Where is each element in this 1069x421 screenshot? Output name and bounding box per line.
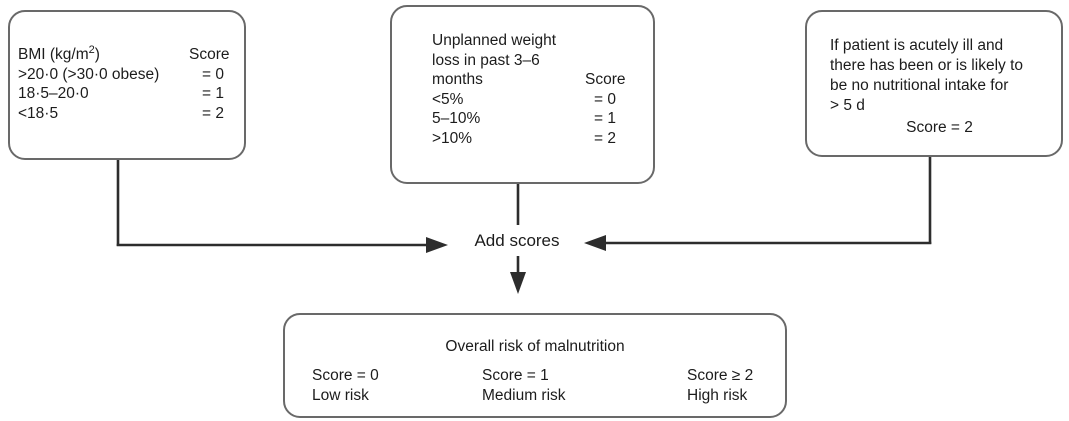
overall-score-label: Score = 1 — [482, 367, 549, 384]
bmi-row-score: = 1 — [202, 85, 224, 102]
weightloss-row-score: = 1 — [594, 110, 616, 127]
weight-loss-score-box: Unplanned weight loss in past 3–6 months… — [390, 5, 655, 184]
weightloss-row-score: = 0 — [594, 90, 616, 108]
down-arrowhead-icon — [510, 272, 526, 294]
weightloss-row-label: <5% — [432, 90, 464, 108]
bmi-row-score: = 0 — [202, 65, 224, 83]
bmi-row-label: 18·5–20·0 — [18, 85, 89, 102]
weightloss-row-0: <5% = 0 — [432, 90, 647, 110]
weightloss-title-line-2: months Score — [432, 70, 647, 90]
overall-risk-column-low: Score = 0 Low risk — [312, 366, 379, 406]
acute-line-1: there has been or is likely to — [830, 57, 1023, 74]
acute-line-3: > 5 d — [830, 97, 865, 114]
bmi-row-1: 18·5–20·0 = 1 — [18, 84, 238, 104]
overall-risk-label: High risk — [687, 387, 748, 404]
bmi-header-superscript: 2 — [88, 43, 95, 56]
bmi-score-box: BMI (kg/m2) Score >20·0 (>30·0 obese) = … — [8, 10, 246, 160]
weightloss-title-line-1: loss in past 3–6 — [432, 51, 647, 71]
bmi-row-label: >20·0 (>30·0 obese) — [18, 65, 160, 83]
bmi-row-0: >20·0 (>30·0 obese) = 0 — [18, 65, 238, 85]
acute-line-0: If patient is acutely ill and — [830, 37, 1004, 54]
acute-score-line: Score = 2 — [906, 119, 973, 136]
weightloss-row-score: = 2 — [594, 129, 616, 147]
overall-risk-label: Medium risk — [482, 387, 566, 404]
overall-risk-title: Overall risk of malnutrition — [445, 338, 625, 355]
weightloss-title-text: loss in past 3–6 — [432, 51, 540, 69]
weightloss-row-1: 5–10% = 1 — [432, 109, 647, 129]
overall-risk-column-medium: Score = 1 Medium risk — [482, 366, 566, 406]
bmi-row-label: <18·5 — [18, 104, 59, 122]
acute-illness-box: If patient is acutely ill and there has … — [805, 10, 1063, 157]
overall-score-label: Score = 0 — [312, 367, 379, 384]
overall-risk-label: Low risk — [312, 387, 369, 404]
weightloss-title-text: months — [432, 71, 483, 88]
overall-score-label: Score ≥ 2 — [687, 367, 754, 384]
bmi-header-post: ) — [94, 46, 100, 63]
weightloss-row-label: >10% — [432, 129, 473, 147]
bmi-row-2: <18·5 = 2 — [18, 104, 238, 124]
overall-risk-column-high: Score ≥ 2 High risk — [687, 366, 753, 406]
weightloss-score-header: Score — [585, 71, 626, 88]
weightloss-title-text: Unplanned weight — [432, 32, 557, 49]
weightloss-row-label: 5–10% — [432, 110, 481, 127]
bmi-row-score: = 2 — [202, 104, 224, 122]
acute-line-2: be no nutritional intake for — [830, 77, 1009, 94]
bmi-score-header: Score — [189, 46, 230, 63]
bmi-header-pre: BMI (kg/m — [18, 46, 89, 63]
bmi-header-label: BMI (kg/m2) — [18, 43, 189, 65]
bmi-header-row: BMI (kg/m2) Score — [18, 43, 238, 65]
weightloss-row-2: >10% = 2 — [432, 129, 647, 149]
add-scores-label: Add scores — [474, 231, 560, 250]
overall-risk-box: Overall risk of malnutrition Score = 0 L… — [283, 313, 787, 418]
weightloss-title-line-0: Unplanned weight — [432, 31, 647, 51]
